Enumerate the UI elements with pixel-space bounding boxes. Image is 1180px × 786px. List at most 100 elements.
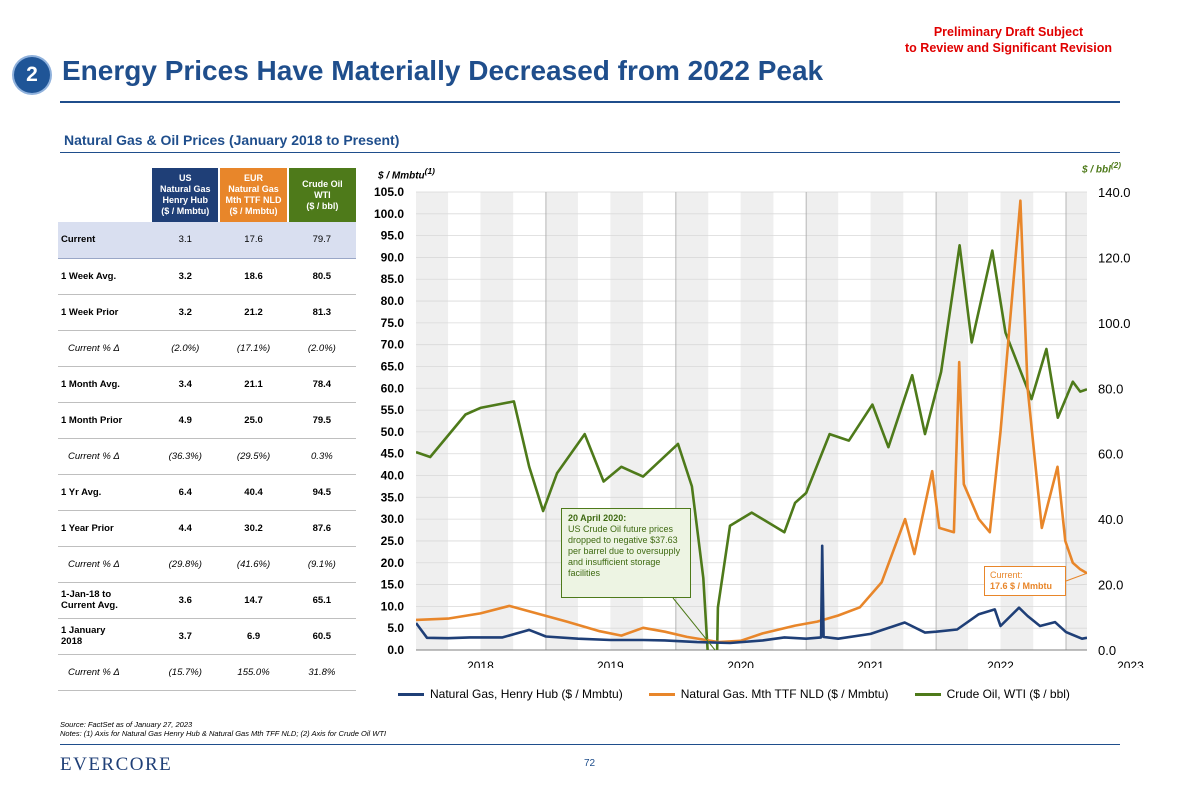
table-cell: 3.1: [151, 222, 220, 259]
table-row: Current % Δ (15.7%) 155.0% 31.8%: [58, 654, 356, 691]
x-axis-tick-label: 2022: [987, 659, 1014, 668]
table-row: Current % Δ (36.3%) (29.5%) 0.3%: [58, 438, 356, 475]
table-cell: 3.6: [151, 582, 220, 619]
table-row: Current % Δ (2.0%) (17.1%) (2.0%): [58, 330, 356, 367]
left-axis-tick-label: 80.0: [381, 294, 405, 308]
table-row: 1 Week Prior 3.2 21.2 81.3: [58, 294, 356, 331]
table-header-wti: Crude Oil WTI ($ / bbl): [286, 168, 356, 222]
table-row: 1 Week Avg. 3.2 18.6 80.5: [58, 258, 356, 295]
table-cell: 65.1: [287, 582, 356, 619]
table-row-label: 1 January 2018: [58, 618, 152, 655]
table-row-label: Current % Δ: [58, 654, 152, 691]
evercore-logo: Evercore: [60, 754, 173, 775]
table-header-ttf: EUR Natural Gas Mth TTF NLD ($ / Mmbtu): [218, 168, 288, 222]
title-divider: [60, 101, 1120, 103]
series-line-wti: [416, 244, 1087, 650]
table-cell: 14.7: [219, 582, 288, 619]
series-line-henry-hub: [416, 544, 1087, 645]
current-callout-heading: Current:: [990, 570, 1023, 580]
table-row-label: Current % Δ: [58, 438, 152, 475]
table-row: 1 January 2018 3.7 6.9 60.5: [58, 618, 356, 655]
table-cell: 4.4: [151, 510, 220, 547]
current-ttf-callout: Current: 17.6 $ / Mmbtu: [984, 566, 1066, 596]
table-row: 1 Month Avg. 3.4 21.1 78.4: [58, 366, 356, 403]
callout-text: US Crude Oil future prices dropped to ne…: [568, 524, 681, 578]
legend-swatch-henry-hub: [398, 692, 424, 696]
left-axis-tick-label: 100.0: [374, 207, 404, 221]
table-row-label: 1 Month Avg.: [58, 366, 152, 403]
table-header-blank: [58, 168, 152, 222]
callout-leader-line: [672, 597, 716, 651]
left-axis-tick-label: 15.0: [381, 578, 405, 592]
table-cell: 3.7: [151, 618, 220, 655]
table-body: Current 3.1 17.6 79.7 1 Week Avg. 3.2 18.6 80.5…: [58, 222, 356, 691]
table-row-label: 1 Week Avg.: [58, 258, 152, 295]
page-number: 72: [584, 758, 596, 769]
table-header-henry-hub: US Natural Gas Henry Hub ($ / Mmbtu): [150, 168, 220, 222]
current-callout-leader-line: [1065, 572, 1088, 582]
table-cell: (15.7%): [151, 654, 220, 691]
table-header-row: US Natural Gas Henry Hub ($ / Mmbtu) EUR Nat…: [58, 168, 356, 222]
table-cell: 40.4: [219, 474, 288, 511]
right-axis-tick-label: 0.0: [1098, 643, 1116, 658]
table-row: Current % Δ (29.8%) (41.6%) (9.1%): [58, 546, 356, 583]
x-axis-tick-label: 2021: [857, 659, 884, 668]
table-cell: 155.0%: [219, 654, 288, 691]
callout-heading: 20 April 2020:: [568, 513, 627, 523]
axis-notes-line: Notes: (1) Axis for Natural Gas Henry Hu…: [60, 729, 387, 738]
quarter-band: [936, 192, 969, 650]
section-subtitle: Natural Gas & Oil Prices (January 2018 t…: [64, 132, 400, 148]
current-callout-value: 17.6 $ / Mmbtu: [990, 581, 1053, 591]
right-axis-tick-label: 120.0: [1098, 250, 1131, 265]
footer-divider: [60, 744, 1120, 745]
source-notes: Source: FactSet as of January 27, 2023 N…: [60, 720, 386, 738]
left-axis-tick-label: 35.0: [381, 490, 405, 504]
page-title: Energy Prices Have Materially Decreased …: [62, 55, 824, 86]
subtitle-divider: [60, 152, 1120, 153]
table-cell: 94.5: [287, 474, 356, 511]
table-row: 1 Month Prior 4.9 25.0 79.5: [58, 402, 356, 439]
left-axis-title-text: $ / Mmbtu: [378, 170, 425, 182]
table-cell: 81.3: [287, 294, 356, 331]
table-cell: 3.2: [151, 294, 220, 331]
table-row-label: 1 Month Prior: [58, 402, 152, 439]
table-cell: 4.9: [151, 402, 220, 439]
table-cell: 21.2: [219, 294, 288, 331]
left-axis-tick-label: 0.0: [387, 643, 404, 657]
table-row-label: Current % Δ: [58, 546, 152, 583]
table-row-label: 1 Year Prior: [58, 510, 152, 547]
table-cell: 25.0: [219, 402, 288, 439]
negative-oil-callout: 20 April 2020: US Crude Oil future price…: [561, 508, 691, 598]
left-axis-tick-label: 30.0: [381, 512, 405, 526]
table-cell: 79.7: [287, 222, 356, 259]
chart-legend: Natural Gas, Henry Hub ($ / Mmbtu) Natur…: [398, 687, 1070, 701]
table-cell: 78.4: [287, 366, 356, 403]
right-axis-tick-label: 40.0: [1098, 512, 1123, 527]
left-axis-tick-label: 25.0: [381, 534, 405, 548]
table-cell: 31.8%: [287, 654, 356, 691]
left-axis-tick-label: 20.0: [381, 556, 405, 570]
table-cell: (36.3%): [151, 438, 220, 475]
legend-label-ttf: Natural Gas. Mth TTF NLD ($ / Mmbtu): [680, 687, 889, 701]
table-row-label: 1-Jan-18 to Current Avg.: [58, 582, 152, 619]
left-axis-tick-label: 70.0: [381, 338, 405, 352]
table-cell: (29.5%): [219, 438, 288, 475]
right-axis-tick-label: 20.0: [1098, 578, 1123, 593]
section-number-badge: 2: [14, 57, 50, 93]
table-cell: (17.1%): [219, 330, 288, 367]
table-row: 1 Yr Avg. 6.4 40.4 94.5: [58, 474, 356, 511]
table-cell: 18.6: [219, 258, 288, 295]
left-axis-tick-label: 85.0: [381, 272, 405, 286]
right-axis-tick-label: 80.0: [1098, 381, 1123, 396]
x-axis-tick-label: 2018: [467, 659, 494, 668]
table-cell: 3.2: [151, 258, 220, 295]
left-axis-tick-label: 95.0: [381, 229, 405, 243]
legend-swatch-ttf: [648, 692, 675, 696]
table-cell: 3.4: [151, 366, 220, 403]
table-cell: 79.5: [287, 402, 356, 439]
table-cell: 21.1: [219, 366, 288, 403]
legend-item-wti: Crude Oil, WTI ($ / bbl): [914, 687, 1070, 701]
left-axis-tick-label: 50.0: [381, 425, 405, 439]
left-axis-tick-label: 40.0: [381, 469, 405, 483]
legend-item-henry-hub: Natural Gas, Henry Hub ($ / Mmbtu): [398, 687, 623, 701]
